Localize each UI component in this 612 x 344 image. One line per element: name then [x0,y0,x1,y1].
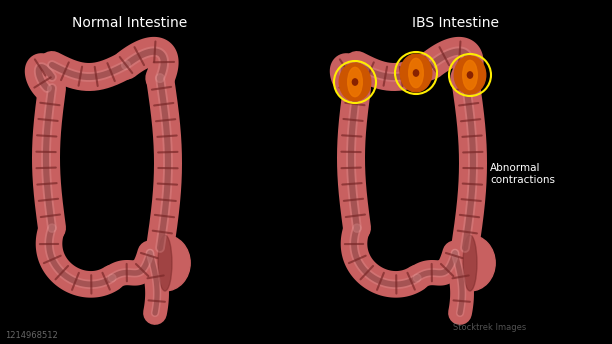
Ellipse shape [445,235,495,291]
Ellipse shape [454,56,486,94]
Ellipse shape [140,235,190,291]
Ellipse shape [463,60,477,90]
Text: IBS Intestine: IBS Intestine [411,16,499,30]
Ellipse shape [468,72,472,78]
Text: 1214968512: 1214968512 [5,331,58,340]
Text: Normal Intestine: Normal Intestine [72,16,188,30]
Ellipse shape [353,79,357,85]
Ellipse shape [158,235,172,291]
Text: Abnormal
contractions: Abnormal contractions [490,163,555,185]
Ellipse shape [339,63,371,101]
Ellipse shape [413,70,419,76]
Ellipse shape [400,54,431,92]
Ellipse shape [348,67,362,97]
Ellipse shape [409,58,424,88]
Ellipse shape [463,235,477,291]
Text: Stocktrek Images: Stocktrek Images [453,323,526,332]
